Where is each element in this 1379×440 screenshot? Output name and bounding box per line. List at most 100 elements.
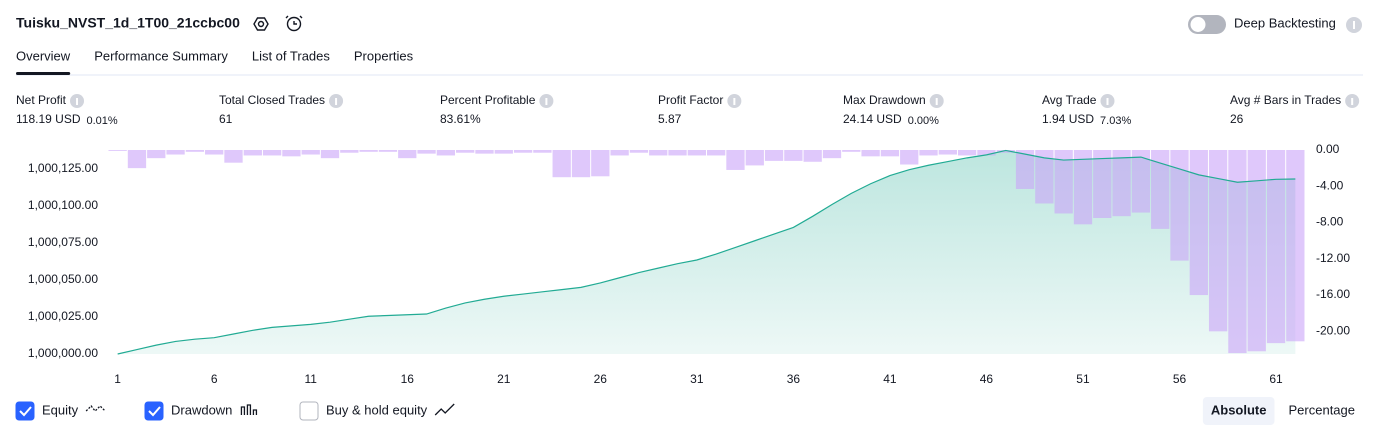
drawdown-bar: [610, 150, 629, 156]
y2-tick-label: -8.00: [1316, 215, 1344, 229]
info-icon-glyph: [545, 98, 548, 105]
drawdown-bar: [1015, 150, 1035, 189]
drawdown-bar: [803, 150, 822, 162]
tab[interactable]: Properties: [354, 48, 414, 63]
drawdown-bar: [185, 150, 205, 152]
y-tick-label: 1,000,050.00: [28, 272, 98, 286]
metric-label: Percent Profitable: [440, 93, 536, 107]
drawdown-bar: [996, 150, 1015, 153]
tab[interactable]: List of Trades: [252, 48, 331, 63]
series-icon: [85, 405, 106, 412]
drawdown-bar: [861, 150, 880, 157]
metric-label: Avg Trade: [1042, 93, 1097, 107]
mode-button[interactable]: [1202, 397, 1275, 425]
drawdown-bar: [320, 150, 340, 159]
checkbox-label: Drawdown: [171, 402, 232, 417]
drawdown-bar: [591, 150, 610, 177]
tab[interactable]: Performance Summary: [94, 48, 228, 63]
y-tick-label: 1,000,125.00: [28, 161, 98, 175]
deep-backtesting-toggle[interactable]: [1188, 15, 1226, 34]
drawdown-bar: [1093, 150, 1112, 218]
tab[interactable]: Overview: [16, 48, 71, 63]
y2-tick-label: 0.00: [1316, 142, 1340, 156]
drawdown-bar: [919, 150, 938, 156]
drawdown-bar: [629, 150, 649, 153]
drawdown-bar: [166, 150, 185, 155]
x-tick-label: 6: [211, 372, 218, 386]
drawdown-bar: [262, 150, 282, 156]
drawdown-bar: [1073, 150, 1093, 225]
y-tick-label: 1,000,075.00: [28, 235, 98, 249]
drawdown-bar: [147, 150, 166, 159]
drawdown-bar: [1170, 150, 1189, 261]
metric-label: Avg # Bars in Trades: [1230, 93, 1341, 107]
drawdown-bar: [1266, 150, 1286, 344]
y-tick-label: 1,000,100.00: [28, 198, 98, 212]
drawdown-bar: [436, 150, 456, 156]
equity-line: [117, 149, 1296, 355]
info-icon-glyph: [1351, 98, 1354, 105]
drawdown-bar: [900, 150, 919, 165]
y-tick-label: 1,000,000.00: [28, 346, 98, 360]
info-icon-glyph: [935, 98, 938, 105]
y2-tick-label: -4.00: [1316, 178, 1344, 192]
metric-sub: 7.03%: [1100, 115, 1131, 127]
info-icon-glyph: [1106, 98, 1109, 105]
metric-value: 83.61%: [440, 112, 481, 126]
mode-button-label[interactable]: Absolute: [1211, 402, 1267, 417]
y2-tick-label: -12.00: [1316, 251, 1350, 265]
checkbox[interactable]: [15, 401, 35, 421]
x-tick-label: 51: [1076, 372, 1090, 386]
drawdown-bar: [668, 150, 687, 156]
drawdown-bar: [224, 150, 243, 163]
drawdown-bar: [1286, 150, 1305, 342]
metric-value: 61: [219, 112, 233, 126]
metric-value: 24.14 USD: [843, 112, 902, 126]
y2-tick-label: -20.00: [1316, 324, 1350, 338]
drawdown-bar: [1247, 150, 1266, 352]
drawdown-bar: [707, 150, 726, 156]
metric-sub: 0.00%: [908, 115, 939, 127]
x-tick-label: 46: [980, 372, 994, 386]
checkbox[interactable]: [299, 401, 319, 421]
x-tick-label: 21: [497, 372, 511, 386]
drawdown-bar: [938, 150, 957, 155]
info-icon-glyph: [733, 98, 736, 105]
checkbox-label: Equity: [42, 402, 79, 417]
toggle-label: Deep Backtesting: [1234, 15, 1336, 30]
drawdown-bar: [957, 150, 977, 156]
x-tick-label: 41: [883, 372, 897, 386]
x-tick-label: 56: [1173, 372, 1187, 386]
x-tick-label: 61: [1269, 372, 1283, 386]
x-tick-label: 16: [401, 372, 415, 386]
drawdown-bar: [243, 150, 262, 156]
drawdown-bar: [571, 150, 591, 178]
drawdown-bar: [378, 150, 398, 152]
y2-tick-label: -16.00: [1316, 287, 1350, 301]
drawdown-bar: [745, 150, 764, 166]
drawdown-bar: [1228, 150, 1247, 354]
drawdown-bar: [127, 150, 147, 169]
metric-value: 26: [1230, 112, 1244, 126]
series-icon: [240, 404, 258, 415]
drawdown-bar: [1054, 150, 1073, 214]
drawdown-bar: [649, 150, 668, 156]
help-icon[interactable]: [1346, 17, 1362, 33]
info-icon-glyph: [76, 98, 79, 105]
drawdown-bar: [513, 150, 533, 153]
drawdown-bar: [822, 150, 842, 159]
mode-button-label[interactable]: Percentage: [1289, 402, 1356, 417]
alert-icon[interactable]: [285, 15, 303, 32]
metric-label: Profit Factor: [658, 93, 723, 107]
settings-icon[interactable]: [253, 17, 269, 31]
drawdown-bar: [301, 150, 320, 155]
metric-label: Net Profit: [16, 93, 67, 107]
drawdown-bar: [1151, 150, 1170, 229]
checkbox[interactable]: [144, 401, 164, 421]
drawdown-bar: [108, 150, 127, 151]
x-tick-label: 1: [114, 372, 121, 386]
drawdown-bar: [552, 150, 571, 178]
drawdown-bar: [533, 150, 552, 153]
checkbox-label: Buy & hold equity: [326, 402, 428, 417]
